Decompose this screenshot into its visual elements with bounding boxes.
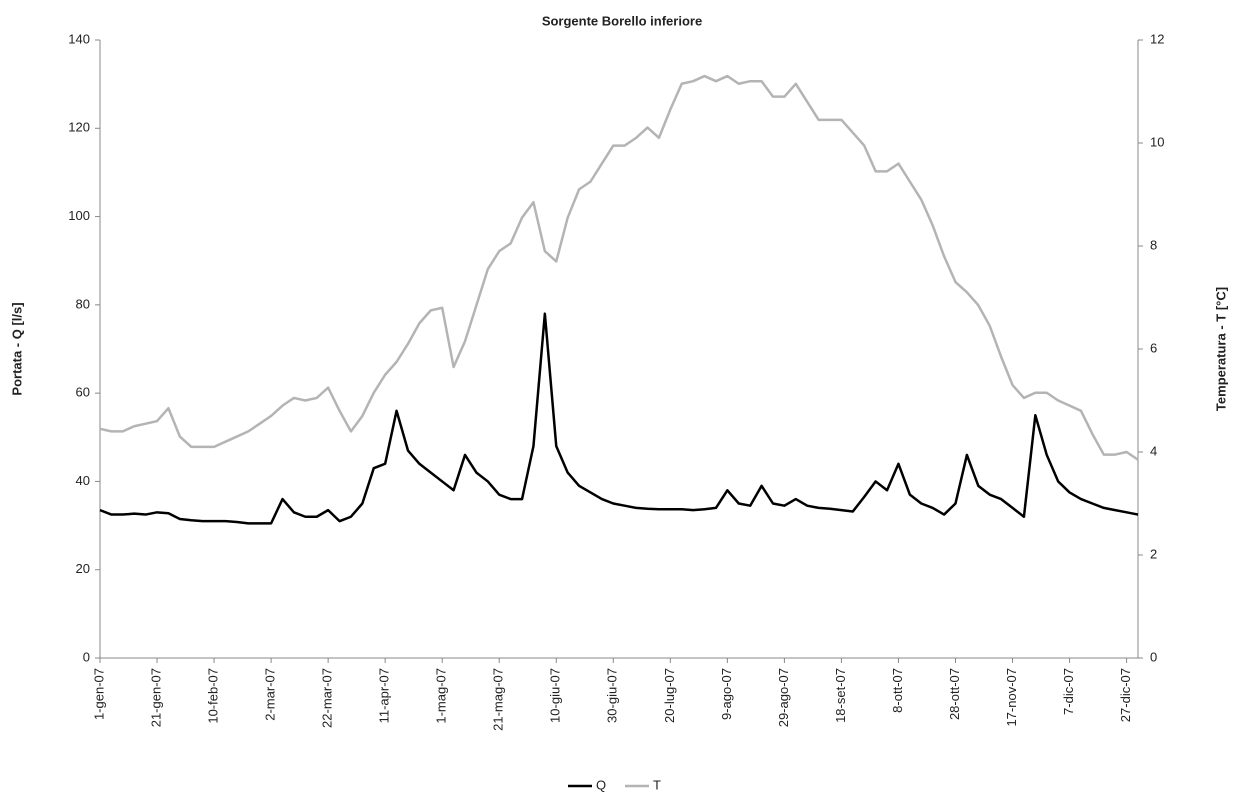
y2-tick-label: 12 xyxy=(1150,31,1164,46)
y-tick-label: 100 xyxy=(68,208,90,223)
y2-tick-label: 2 xyxy=(1150,546,1157,561)
y2-tick-label: 4 xyxy=(1150,443,1157,458)
x-tick-label: 1-gen-07 xyxy=(91,668,106,720)
y2-tick-label: 0 xyxy=(1150,649,1157,664)
series-line xyxy=(99,74,1139,461)
x-tick-label: 10-giu-07 xyxy=(548,668,563,723)
y2-tick-label: 6 xyxy=(1150,340,1157,355)
series-line xyxy=(99,312,1139,525)
x-tick-label: 11-apr-07 xyxy=(377,668,392,723)
y-tick-label: 120 xyxy=(68,120,90,135)
legend-label: T xyxy=(653,777,661,792)
x-tick-label: 30-giu-07 xyxy=(605,668,620,723)
x-tick-label: 20-lug-07 xyxy=(662,668,677,723)
x-tick-label: 2-mar-07 xyxy=(263,668,278,721)
y2-tick-label: 8 xyxy=(1150,237,1157,252)
x-tick-label: 7-dic-07 xyxy=(1061,668,1076,715)
y2-axis-label: Temperatura - T [°C] xyxy=(1213,287,1228,411)
x-tick-label: 1-mag-07 xyxy=(434,668,449,724)
x-tick-label: 10-feb-07 xyxy=(206,668,221,724)
x-tick-label: 8-ott-07 xyxy=(890,668,905,713)
x-tick-label: 17-nov-07 xyxy=(1004,668,1019,727)
y-tick-label: 20 xyxy=(76,561,90,576)
y-tick-label: 80 xyxy=(76,296,90,311)
x-tick-label: 22-mar-07 xyxy=(320,668,335,728)
x-tick-label: 27-dic-07 xyxy=(1118,668,1133,722)
x-tick-label: 29-ago-07 xyxy=(776,668,791,727)
y-axis-label: Portata - Q [l/s] xyxy=(9,302,24,395)
y2-tick-label: 10 xyxy=(1150,134,1164,149)
y-tick-label: 40 xyxy=(76,473,90,488)
chart-title: Sorgente Borello inferiore xyxy=(542,13,702,28)
y-tick-label: 0 xyxy=(83,649,90,664)
x-tick-label: 18-set-07 xyxy=(833,668,848,723)
x-tick-label: 21-mag-07 xyxy=(491,668,506,731)
x-tick-label: 28-ott-07 xyxy=(947,668,962,720)
x-tick-label: 21-gen-07 xyxy=(148,668,163,727)
y-tick-label: 60 xyxy=(76,385,90,400)
legend-label: Q xyxy=(596,777,606,792)
x-tick-label: 9-ago-07 xyxy=(719,668,734,720)
y-tick-label: 140 xyxy=(68,31,90,46)
